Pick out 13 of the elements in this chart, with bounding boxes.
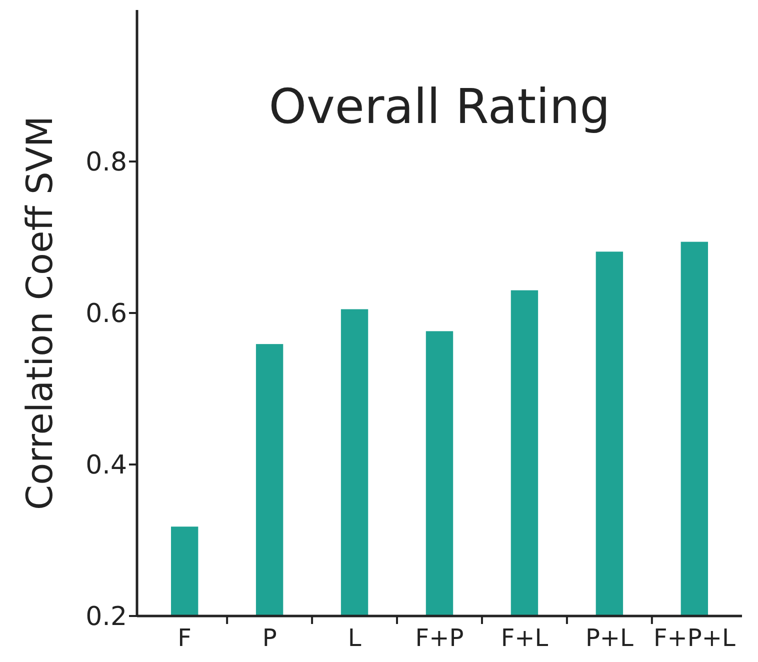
text: Overall Rating	[268, 79, 610, 135]
y-tick-label: 0.2	[86, 602, 127, 632]
x-tick-label: P	[262, 624, 277, 652]
y-tick-label: 0.8	[86, 148, 127, 178]
x-tick-label: F	[178, 624, 192, 652]
x-tick-label: F+P	[415, 624, 464, 652]
x-tick-label: P+L	[585, 624, 634, 652]
y-tick-label: 0.6	[86, 299, 127, 330]
x-tick-label: F+P+L	[653, 624, 736, 652]
y-tick-label: 0.4	[86, 450, 127, 481]
x-tick-label: L	[348, 624, 362, 652]
y-axis-title: Correlation Coeff SVM	[20, 116, 61, 510]
x-tick-label: F+L	[500, 624, 549, 652]
